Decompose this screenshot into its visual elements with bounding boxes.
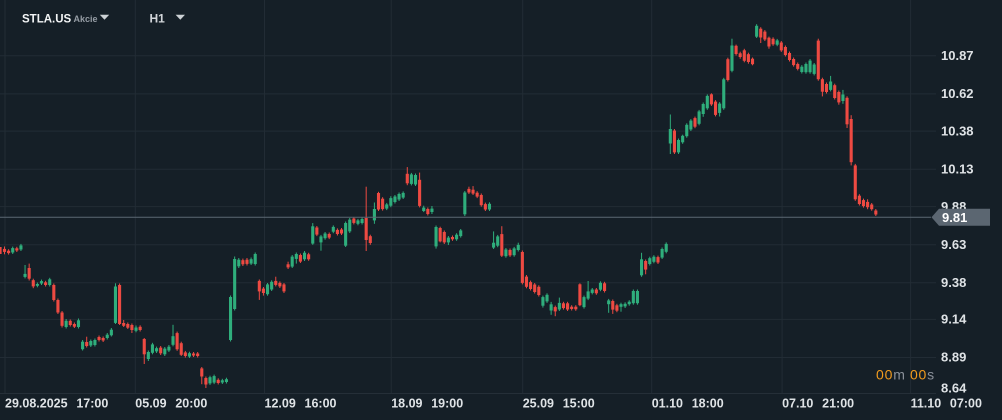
svg-text:Akcie: Akcie bbox=[74, 14, 98, 24]
svg-text:05.09 20:00: 05.09 20:00 bbox=[135, 397, 207, 411]
svg-text:10.62: 10.62 bbox=[941, 86, 974, 101]
svg-text:29.08.2025 17:00: 29.08.2025 17:00 bbox=[5, 397, 108, 411]
svg-text:9.81: 9.81 bbox=[942, 210, 967, 225]
svg-text:18.09 19:00: 18.09 19:00 bbox=[391, 397, 463, 411]
svg-text:01.10 18:00: 01.10 18:00 bbox=[652, 397, 724, 411]
svg-text:9.38: 9.38 bbox=[941, 275, 966, 290]
svg-text:10.38: 10.38 bbox=[941, 123, 974, 138]
svg-text:07.10 21:00: 07.10 21:00 bbox=[782, 397, 854, 411]
svg-text:00m 00s: 00m 00s bbox=[876, 367, 935, 383]
svg-text:25.09 15:00: 25.09 15:00 bbox=[523, 397, 595, 411]
svg-text:10.87: 10.87 bbox=[941, 48, 974, 63]
svg-text:9.14: 9.14 bbox=[941, 312, 967, 327]
svg-text:10.13: 10.13 bbox=[941, 161, 974, 176]
svg-text:9.63: 9.63 bbox=[941, 237, 966, 252]
svg-text:12.09 16:00: 12.09 16:00 bbox=[265, 397, 337, 411]
svg-text:STLA.US: STLA.US bbox=[22, 14, 72, 26]
svg-text:11.10 07:00: 11.10 07:00 bbox=[911, 397, 982, 411]
svg-text:8.89: 8.89 bbox=[941, 350, 966, 365]
svg-text:H1: H1 bbox=[150, 12, 166, 26]
svg-text:8.64: 8.64 bbox=[941, 381, 967, 396]
